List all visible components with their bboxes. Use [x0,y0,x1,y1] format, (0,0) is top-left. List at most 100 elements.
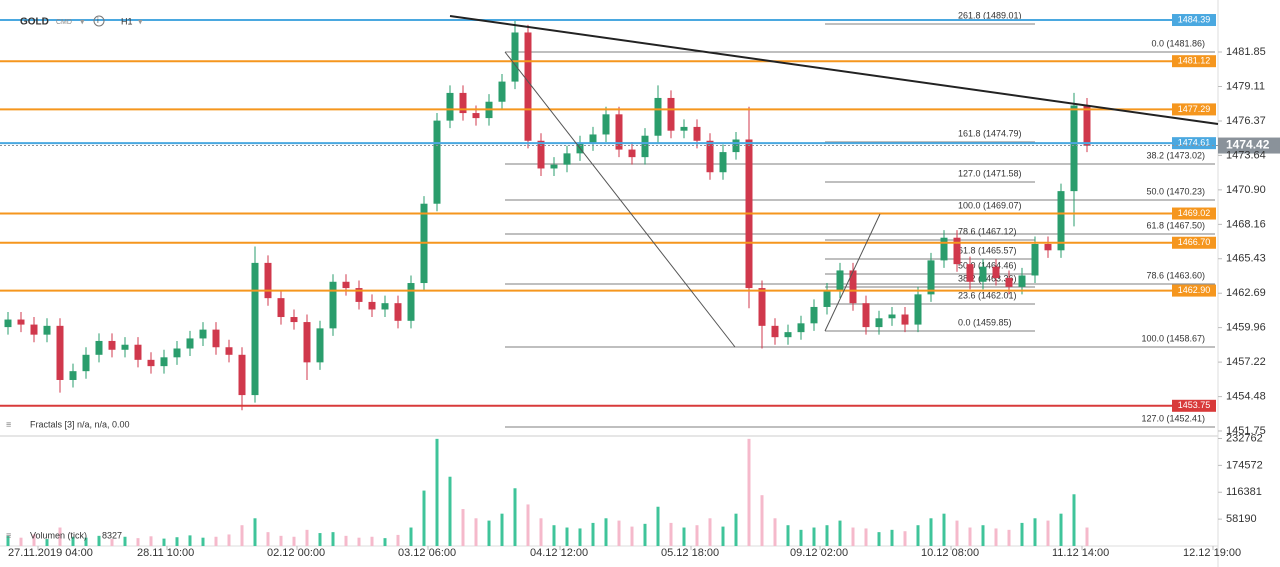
fib-anchor-line[interactable] [824,213,881,332]
trendline[interactable] [449,15,1219,125]
info-glyph: i [97,16,99,25]
volume-bar [305,529,309,546]
info-icon[interactable] [93,15,105,27]
volume-tick-label: 232762 [1226,432,1263,444]
volume-bar [19,537,23,546]
candle-body [316,328,324,363]
x-tick-label: 02.12 00:00 [267,547,325,559]
volume-bar [656,506,660,546]
fib-label: 0.0 (1459.85) [958,317,1012,327]
volume-bar [838,520,842,546]
candle-body [147,359,155,367]
volume-bar [773,518,777,546]
y-tick-label: 1454.48 [1226,391,1266,403]
candle-body [186,338,194,349]
candle-body [654,97,662,136]
candle-body [667,97,675,131]
volume-bar [474,518,478,546]
candle-body [524,32,532,141]
volume-bar [58,527,62,546]
price-line-tag [1172,14,1216,27]
volume-bar [32,534,36,546]
volume-bar [552,525,556,546]
candle-body [693,126,701,141]
candle-body [771,325,779,338]
candle-body [628,149,636,158]
volume-tick-label: 174572 [1226,459,1263,471]
candle-body [30,324,38,335]
candle-body [849,270,857,304]
volume-bar [175,537,179,546]
price-line-label: 1466.70 [1178,237,1211,247]
candle-body [394,303,402,321]
volume-bar [682,527,686,546]
fib-label: 261.8 (1489.01) [958,10,1022,20]
candle-body [563,153,571,165]
y-tick-label: 1459.96 [1226,322,1266,334]
volume-bar [955,520,959,546]
volume-bar [630,526,634,546]
candle-body [901,314,909,325]
candle-body [1070,105,1078,192]
x-tick-label: 05.12 18:00 [661,547,719,559]
volume-bar [461,509,465,546]
y-tick-label: 1481.85 [1226,46,1266,58]
volume-bar [383,538,387,546]
price-line-tag [1172,399,1216,412]
volume-bar [162,538,166,546]
price-line-label: 1474.61 [1178,138,1211,148]
candle-body [303,322,311,363]
x-tick-label: 04.12 12:00 [530,547,588,559]
candle-body [121,344,129,350]
volume-bar [396,534,400,546]
volume-bar [526,504,530,546]
fib-label: 38.2 (1463.36) [958,273,1017,283]
candle-body [914,294,922,325]
volume-bar [981,525,985,546]
volume-tick-label: 116381 [1226,486,1262,498]
volume-bar [123,536,127,546]
volume-bar [409,527,413,546]
volume-bar [1020,522,1024,546]
volume-last: 8327 [102,530,122,540]
volume-bar [734,513,738,546]
volume-bar [45,539,49,546]
candle-body [173,348,181,358]
candle-body [680,126,688,131]
candle-body [134,344,142,360]
x-tick-label: 28.11 10:00 [137,547,194,559]
candle-body [810,306,818,324]
symbol[interactable]: GOLD [20,17,49,28]
candle-body [95,340,103,355]
volume-bar [149,536,153,546]
volume-bar [799,529,803,546]
volume-bar [721,526,725,546]
menu-icon[interactable]: ≡ [6,530,11,540]
volume-bar [851,527,855,546]
volume-label: Volumen (tick) [30,530,87,540]
candle-body [225,347,233,355]
volume-bar [448,476,452,546]
volume-bar [916,525,920,546]
candle-body [979,266,987,282]
timeframe[interactable]: H1 [121,16,133,26]
price-line-tag [1172,284,1216,297]
candle-body [381,303,389,310]
volume-bar [318,533,322,546]
volume-bar [539,518,543,546]
volume-bar [1033,518,1037,546]
candle-body [433,120,441,204]
volume-bar [500,513,504,546]
volume-bar [968,527,972,546]
y-tick-label: 1451.75 [1226,425,1266,437]
trendline-diagonal[interactable] [504,51,736,348]
candle-body [940,237,948,261]
volume-bar [565,527,569,546]
menu-icon[interactable]: ≡ [6,419,11,429]
candle-body [537,140,545,169]
symbol-dropdown[interactable]: ▾ [80,16,85,26]
candle-body [706,140,714,173]
price-line-label: 1481.12 [1178,56,1211,66]
